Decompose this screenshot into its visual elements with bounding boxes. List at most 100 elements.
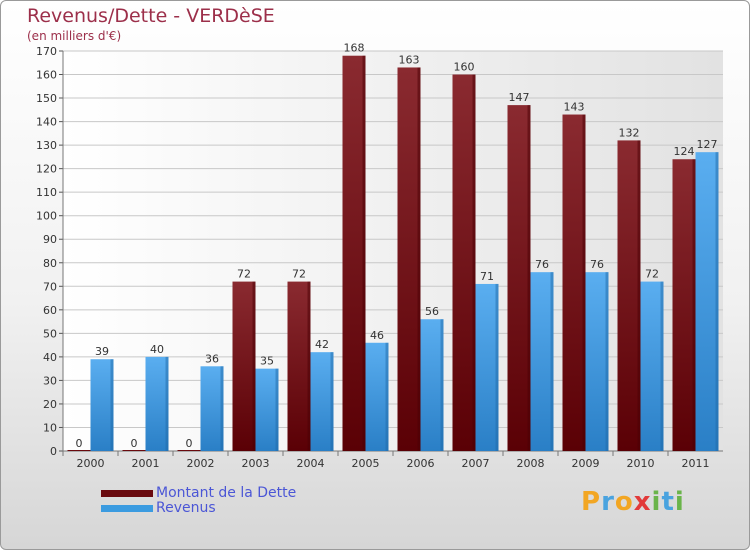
data-label: 160 xyxy=(454,61,475,74)
bar-dette xyxy=(287,281,311,451)
bar-chart: 0 10 20 30 40 50 60 70 80 90 100 110 120 130 140 150 160… xyxy=(36,42,723,470)
y-tick-label: 60 xyxy=(43,304,57,317)
bar-shade xyxy=(330,352,334,451)
bar-dette xyxy=(342,55,366,452)
proxiti-logo: Proxiti xyxy=(581,487,685,517)
bar-revenus xyxy=(365,342,389,451)
x-tick-label: 2006 xyxy=(407,457,435,470)
bar-shade xyxy=(715,152,719,452)
bar-shade xyxy=(252,281,256,451)
y-tick-label: 160 xyxy=(36,69,57,82)
legend-swatch-dette xyxy=(101,490,153,497)
y-tick-label: 70 xyxy=(43,280,57,293)
logo-letter: t xyxy=(661,487,675,517)
logo-letter: i xyxy=(674,487,685,517)
bar-shade xyxy=(110,359,114,451)
data-label: 72 xyxy=(645,268,659,281)
bar-shade xyxy=(692,159,696,451)
chart-subtitle: (en milliers d'€) xyxy=(27,29,122,43)
bar-shade xyxy=(527,105,531,451)
x-tick-label: 2011 xyxy=(682,457,710,470)
data-label: 39 xyxy=(95,345,109,358)
y-tick-label: 170 xyxy=(36,45,57,58)
bar-dette xyxy=(397,67,421,452)
logo-letter: r xyxy=(601,487,615,517)
logo-letter: x xyxy=(633,487,652,517)
data-label: 72 xyxy=(237,268,251,281)
bar-shade xyxy=(165,356,169,451)
y-tick-label: 0 xyxy=(50,445,57,458)
bar-dette xyxy=(177,450,201,451)
data-label: 36 xyxy=(205,352,219,365)
data-label: 147 xyxy=(509,91,530,104)
bar-revenus xyxy=(695,152,719,452)
plot-area xyxy=(63,51,723,451)
bar-dette xyxy=(122,450,146,451)
data-label: 40 xyxy=(150,343,164,356)
y-tick-label: 140 xyxy=(36,116,57,129)
x-tick-label: 2002 xyxy=(187,457,215,470)
y-tick-label: 150 xyxy=(36,92,57,105)
bar-shade xyxy=(417,67,421,452)
bar-dette xyxy=(507,105,531,451)
bar-dette xyxy=(452,74,476,451)
data-label: 163 xyxy=(399,53,420,66)
y-tick-label: 130 xyxy=(36,139,57,152)
bar-shade xyxy=(220,366,224,451)
data-label: 0 xyxy=(131,437,138,450)
legend-label-revenus: Revenus xyxy=(156,500,216,516)
bar-revenus xyxy=(255,368,279,451)
bar-revenus xyxy=(310,352,334,451)
bar-revenus xyxy=(145,356,169,451)
y-tick-label: 30 xyxy=(43,374,57,387)
data-label: 143 xyxy=(564,101,585,114)
y-tick-label: 80 xyxy=(43,257,57,270)
y-tick-label: 10 xyxy=(43,421,57,434)
data-label: 35 xyxy=(260,355,274,368)
x-tick-label: 2003 xyxy=(242,457,270,470)
bar-dette xyxy=(617,140,641,452)
data-label: 168 xyxy=(344,42,365,55)
bar-shade xyxy=(307,281,311,451)
data-label: 71 xyxy=(480,270,494,283)
data-label: 42 xyxy=(315,338,329,351)
bar-revenus xyxy=(475,283,499,451)
x-tick-label: 2004 xyxy=(297,457,325,470)
data-label: 132 xyxy=(619,126,640,139)
x-tick-label: 2008 xyxy=(517,457,545,470)
bar-dette xyxy=(562,114,586,451)
x-tick-label: 2000 xyxy=(77,457,105,470)
x-tick-label: 2005 xyxy=(352,457,380,470)
bar-revenus xyxy=(200,366,224,451)
y-tick-label: 90 xyxy=(43,233,57,246)
data-label: 0 xyxy=(186,437,193,450)
x-tick-label: 2007 xyxy=(462,457,490,470)
bar-revenus xyxy=(530,272,554,451)
y-tick-label: 110 xyxy=(36,186,57,199)
x-tick-label: 2010 xyxy=(627,457,655,470)
bar-revenus xyxy=(640,281,664,451)
data-label: 0 xyxy=(76,437,83,450)
bar-shade xyxy=(637,140,641,452)
legend-swatch-revenus xyxy=(101,505,153,512)
y-tick-label: 40 xyxy=(43,351,57,364)
logo-letter: P xyxy=(581,487,602,517)
logo-letter: i xyxy=(651,487,662,517)
legend-label-dette: Montant de la Dette xyxy=(156,485,297,501)
data-label: 56 xyxy=(425,305,439,318)
data-label: 72 xyxy=(292,268,306,281)
data-label: 46 xyxy=(370,329,384,342)
y-tick-label: 120 xyxy=(36,163,57,176)
bar-dette xyxy=(232,281,256,451)
x-tick-label: 2001 xyxy=(132,457,160,470)
x-tick-label: 2009 xyxy=(572,457,600,470)
bar-shade xyxy=(275,368,279,451)
chart-title: Revenus/Dette - VERDèSE xyxy=(27,5,275,27)
bar-shade xyxy=(472,74,476,451)
data-label: 127 xyxy=(697,138,718,151)
data-label: 124 xyxy=(674,145,695,158)
bar-shade xyxy=(550,272,554,451)
bar-shade xyxy=(582,114,586,451)
y-tick-label: 100 xyxy=(36,210,57,223)
